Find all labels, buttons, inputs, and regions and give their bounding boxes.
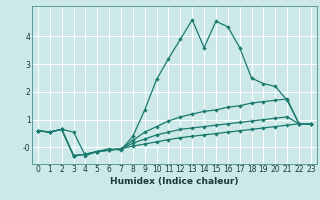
X-axis label: Humidex (Indice chaleur): Humidex (Indice chaleur) [110,177,239,186]
